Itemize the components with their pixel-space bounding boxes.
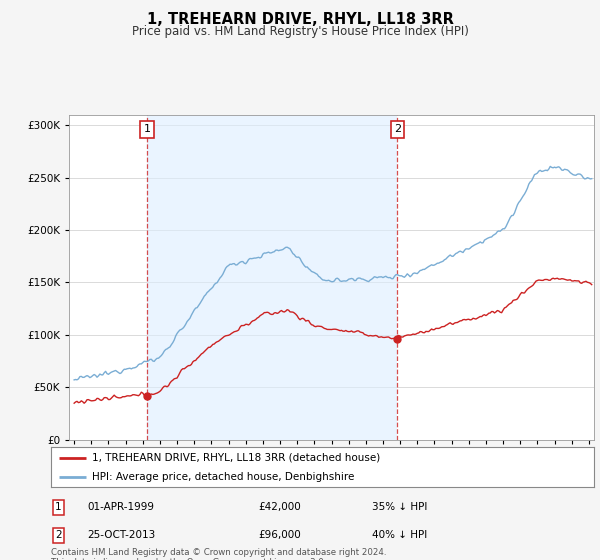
Text: 35% ↓ HPI: 35% ↓ HPI <box>372 502 427 512</box>
Text: 1, TREHEARN DRIVE, RHYL, LL18 3RR: 1, TREHEARN DRIVE, RHYL, LL18 3RR <box>146 12 454 27</box>
Text: 2: 2 <box>394 124 401 134</box>
Bar <box>147 115 397 440</box>
Text: 01-APR-1999: 01-APR-1999 <box>87 502 154 512</box>
Text: 1: 1 <box>55 502 62 512</box>
Text: 1: 1 <box>143 124 151 134</box>
Text: 2: 2 <box>55 530 62 540</box>
Text: 25-OCT-2013: 25-OCT-2013 <box>87 530 155 540</box>
Text: £96,000: £96,000 <box>258 530 301 540</box>
Text: Price paid vs. HM Land Registry's House Price Index (HPI): Price paid vs. HM Land Registry's House … <box>131 25 469 38</box>
Text: Contains HM Land Registry data © Crown copyright and database right 2024.
This d: Contains HM Land Registry data © Crown c… <box>51 548 386 560</box>
Text: 1, TREHEARN DRIVE, RHYL, LL18 3RR (detached house): 1, TREHEARN DRIVE, RHYL, LL18 3RR (detac… <box>92 453 380 463</box>
Text: HPI: Average price, detached house, Denbighshire: HPI: Average price, detached house, Denb… <box>92 472 354 482</box>
Text: 40% ↓ HPI: 40% ↓ HPI <box>372 530 427 540</box>
Text: £42,000: £42,000 <box>258 502 301 512</box>
